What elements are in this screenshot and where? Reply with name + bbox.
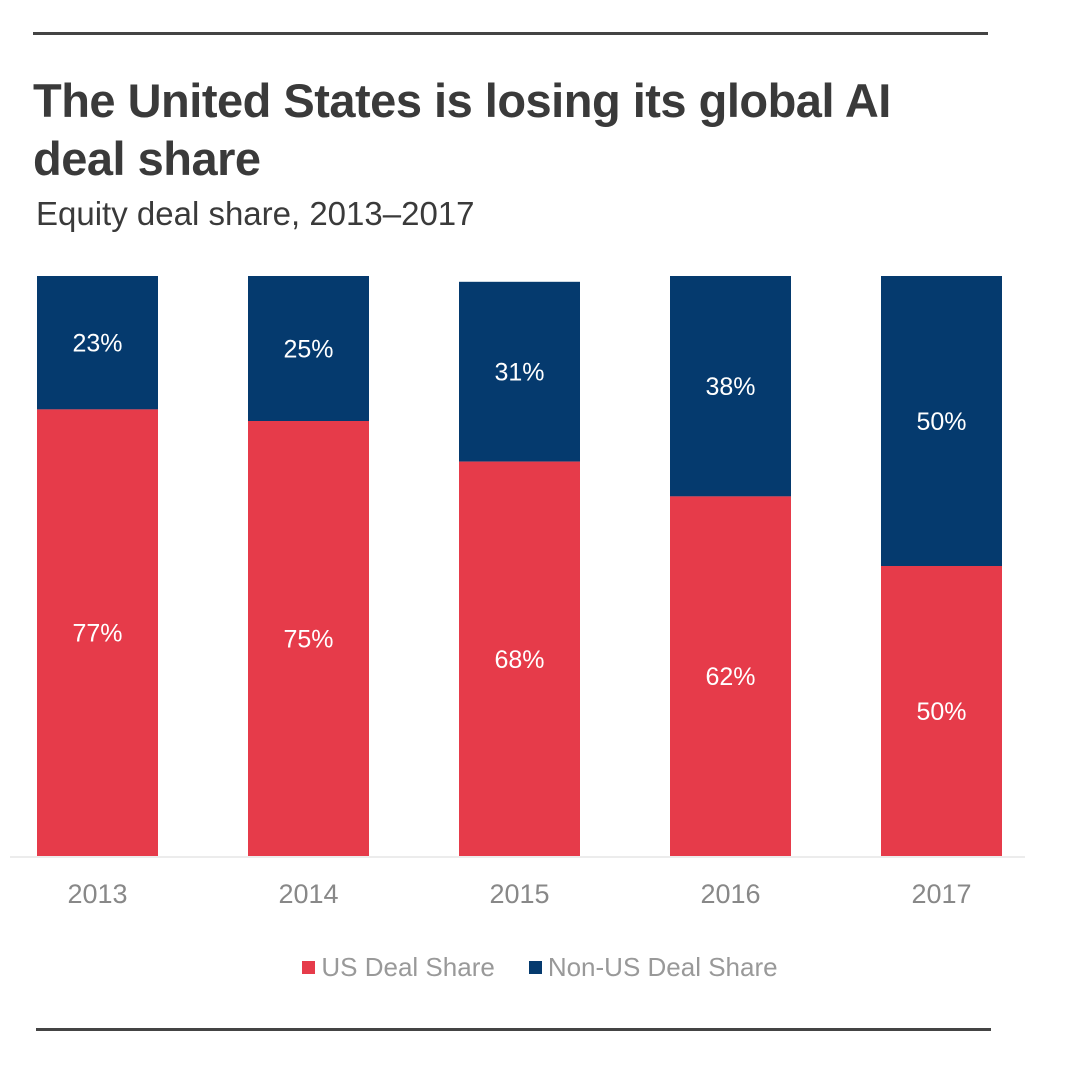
top-rule xyxy=(33,32,988,35)
bar-us-2016 xyxy=(670,496,791,856)
legend-swatch-non-us xyxy=(528,961,542,974)
data-label-non-us-2013: 23% xyxy=(72,330,122,358)
data-label-us-2016: 62% xyxy=(705,663,755,691)
bar-us-2017 xyxy=(881,566,1002,856)
x-tick-label-2013: 2013 xyxy=(67,879,127,909)
bottom-rule xyxy=(36,1028,991,1031)
legend-item-non-us: Non-US Deal Share xyxy=(528,952,778,983)
data-label-non-us-2017: 50% xyxy=(916,408,966,436)
legend-swatch-us xyxy=(302,961,316,974)
bar-us-2015 xyxy=(459,461,580,856)
data-label-non-us-2016: 38% xyxy=(705,373,755,401)
legend-label-us: US Deal Share xyxy=(321,952,495,982)
data-label-us-2013: 77% xyxy=(72,620,122,648)
x-tick-label-2014: 2014 xyxy=(278,879,338,909)
x-tick-label-2016: 2016 xyxy=(700,879,760,909)
bar-us-2014 xyxy=(248,421,369,856)
data-label-non-us-2014: 25% xyxy=(283,336,333,364)
x-tick-label-2015: 2015 xyxy=(489,879,549,909)
data-label-non-us-2015: 31% xyxy=(494,359,544,387)
x-tick-label-2017: 2017 xyxy=(911,879,971,909)
bar-non-us-2015 xyxy=(459,281,580,462)
legend-item-us: US Deal Share xyxy=(302,952,495,983)
legend-label-non-us: Non-US Deal Share xyxy=(547,952,778,982)
bar-non-us-2014 xyxy=(248,276,369,421)
chart-subtitle: Equity deal share, 2013–2017 xyxy=(36,195,475,232)
bar-non-us-2017 xyxy=(881,276,1002,566)
data-label-us-2017: 50% xyxy=(916,698,966,726)
bar-non-us-2016 xyxy=(670,276,791,497)
bar-non-us-2013 xyxy=(37,276,158,410)
legend: US Deal Share Non-US Deal Share xyxy=(0,952,1080,983)
data-label-us-2014: 75% xyxy=(283,626,333,654)
bar-us-2013 xyxy=(37,409,158,856)
data-label-us-2015: 68% xyxy=(494,646,544,674)
chart-title: The United States is losing its global A… xyxy=(33,74,891,185)
